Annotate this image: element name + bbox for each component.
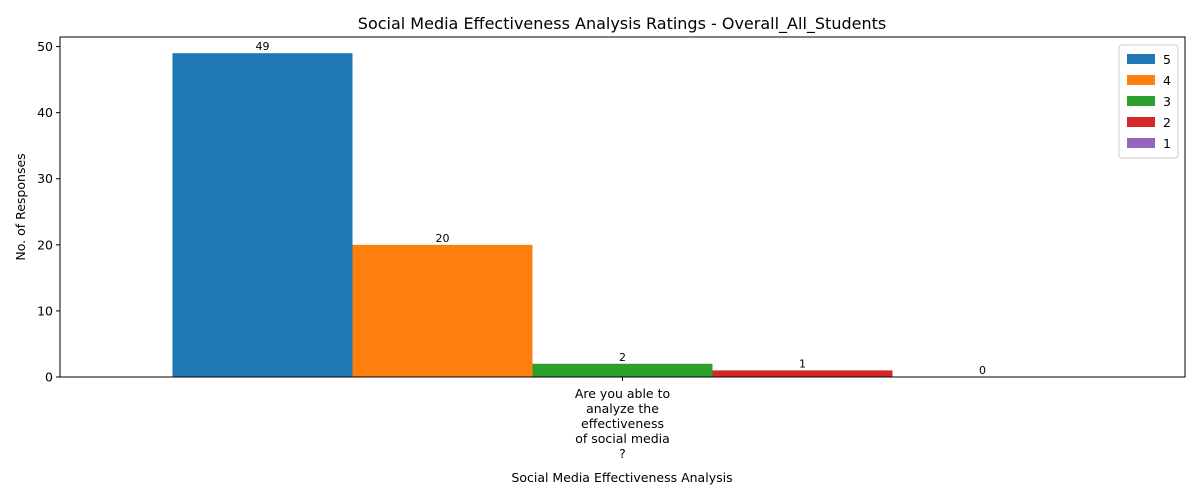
- legend-swatch-5: [1127, 54, 1155, 64]
- y-tick-label: 20: [37, 237, 53, 252]
- legend-swatch-3: [1127, 96, 1155, 106]
- bar-rating-5: [172, 53, 353, 377]
- bar-rating-3: [532, 363, 713, 377]
- x-tick-label: Are you able to analyze the effectiveness o…: [575, 386, 670, 461]
- legend-entry-3: 3: [1163, 94, 1171, 109]
- bar-value-label: 20: [436, 232, 450, 245]
- y-tick-label: 0: [45, 370, 53, 385]
- legend-entry-1: 1: [1163, 136, 1171, 151]
- y-tick-label: 10: [37, 303, 53, 318]
- axes-frame: [59, 36, 1186, 378]
- y-tick-label: 50: [37, 39, 53, 54]
- bar-value-label: 0: [979, 364, 986, 377]
- chart-title: Social Media Effectiveness Analysis Rati…: [358, 14, 886, 34]
- legend-swatch-4: [1127, 75, 1155, 85]
- legend-swatch-2: [1127, 117, 1155, 127]
- legend-entry-4: 4: [1163, 73, 1171, 88]
- x-axis-label: Social Media Effectiveness Analysis: [511, 470, 732, 485]
- bar-value-label: 2: [619, 351, 626, 364]
- legend: 5 4 3 2 1: [1118, 44, 1179, 159]
- y-axis-label: No. of Responses: [13, 153, 28, 260]
- bar-rating-2: [712, 370, 893, 377]
- legend-entry-5: 5: [1163, 52, 1171, 67]
- bar-value-label: 1: [799, 357, 806, 370]
- legend-entry-2: 2: [1163, 115, 1171, 130]
- y-tick-label: 30: [37, 171, 53, 186]
- legend-swatch-1: [1127, 138, 1155, 148]
- y-tick-label: 40: [37, 105, 53, 120]
- bar-value-label: 49: [256, 40, 270, 53]
- bar-rating-4: [352, 244, 533, 377]
